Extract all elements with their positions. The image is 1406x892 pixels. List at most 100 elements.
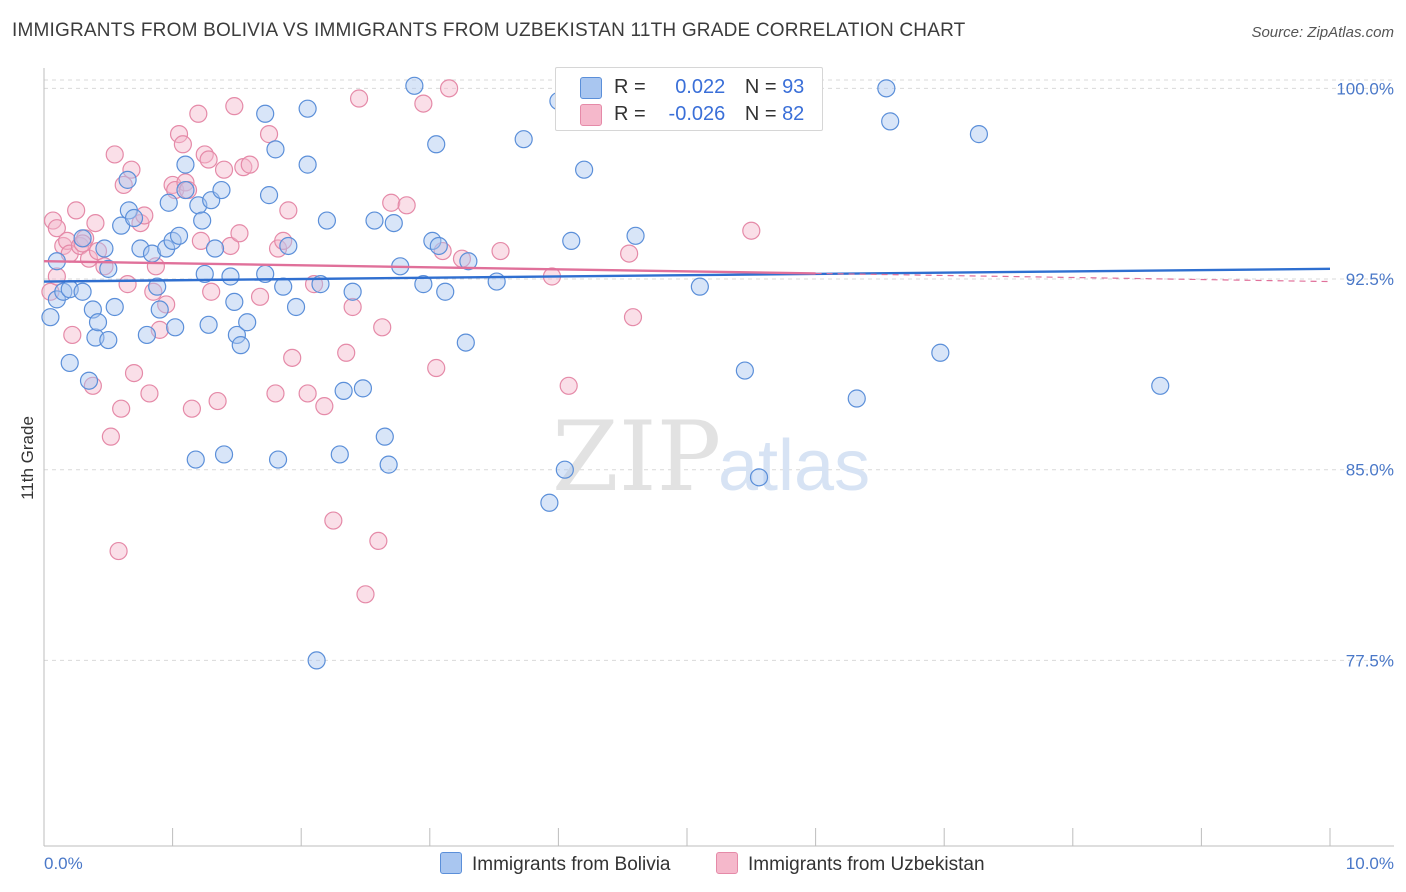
bolivia-point	[99, 330, 118, 350]
bolivia-point	[456, 333, 475, 352]
uzbekistan-point	[105, 145, 124, 164]
bolivia-point	[225, 292, 244, 312]
uzbekistan-point	[199, 150, 218, 169]
bolivia-point	[124, 208, 144, 228]
uzbekistan-point	[208, 391, 227, 411]
uzbekistan-point	[124, 363, 144, 383]
bolivia-point	[317, 211, 337, 230]
uzbekistan-point	[118, 275, 137, 294]
bolivia-point	[137, 325, 156, 345]
uzbekistan-point	[191, 231, 210, 250]
uzbekistan-point	[491, 241, 510, 261]
bolivia-point	[166, 318, 185, 337]
bolivia-point	[414, 275, 433, 294]
x-tick-marks	[43, 828, 1331, 846]
uzbekistan-point	[230, 224, 249, 243]
y-tick-label: 85.0%	[1346, 461, 1394, 480]
uzbekistan-point	[266, 384, 285, 403]
bolivia-point	[79, 371, 99, 390]
uzbekistan-point	[221, 236, 240, 256]
uzbekistan-point	[63, 325, 82, 345]
bolivia-point	[384, 213, 403, 233]
bolivia-point	[227, 325, 246, 345]
uzbekistan-point	[189, 104, 208, 123]
bolivia-point	[73, 229, 92, 248]
bottom-bolivia-swatch	[440, 852, 462, 874]
uzbekistan-point	[620, 244, 639, 263]
legend-uzbekistan-text: R = -0.026 N = 82	[614, 103, 804, 126]
bolivia-r-value: 0.022	[675, 76, 726, 98]
uzbekistan-point	[240, 155, 259, 174]
bolivia-point	[195, 264, 214, 284]
bolivia-point	[159, 193, 178, 212]
bolivia-point	[212, 180, 231, 200]
uzbekistan-point	[427, 358, 446, 378]
y-tick-label: 77.5%	[1346, 651, 1394, 670]
bolivia-point	[626, 226, 645, 245]
uzbekistan-r-label: R =	[614, 103, 646, 125]
bolivia-point	[514, 130, 533, 149]
bolivia-point	[847, 389, 866, 408]
bolivia-point	[881, 112, 900, 131]
bolivia-point	[298, 99, 317, 118]
bolivia-point	[193, 211, 212, 230]
bolivia-point	[353, 379, 373, 398]
uzbekistan-points	[41, 79, 761, 604]
trend-lines	[43, 260, 1331, 283]
uzbekistan-point	[349, 89, 369, 108]
correlation-legend: R = 0.022 N = 93 R = -0.026 N = 82	[555, 67, 823, 131]
bolivia-point	[365, 211, 384, 230]
bolivia-point	[749, 468, 769, 487]
uzbekistan-point	[324, 511, 343, 530]
uzbekistan-point	[298, 384, 317, 403]
uzbekistan-r-value: -0.026	[668, 103, 726, 125]
uzbekistan-point	[373, 318, 392, 337]
y-tick-labels: 77.5% 85.0% 92.5% 100.0%	[1336, 79, 1394, 670]
bolivia-point	[176, 180, 195, 200]
uzbekistan-point	[73, 234, 92, 253]
uzbekistan-point	[337, 343, 356, 362]
bottom-bolivia-label: Immigrants from Bolivia	[472, 854, 671, 875]
bolivia-point	[238, 313, 257, 332]
bolivia-point	[690, 277, 709, 296]
uzbekistan-swatch	[580, 104, 602, 126]
uzbekistan-point	[182, 399, 201, 418]
watermark-atlas: atlas	[718, 426, 870, 506]
bolivia-point	[969, 125, 989, 144]
bolivia-point	[274, 277, 293, 296]
uzbekistan-point	[259, 125, 279, 144]
bolivia-point	[99, 259, 118, 278]
bolivia-point	[562, 231, 581, 250]
bolivia-point	[307, 651, 326, 670]
bolivia-point	[47, 290, 66, 309]
chart-title: IMMIGRANTS FROM BOLIVIA VS IMMIGRANTS FR…	[12, 20, 966, 41]
bolivia-point	[150, 300, 169, 319]
x-tick-label-max: 10.0%	[1346, 854, 1394, 873]
bolivia-point	[95, 239, 114, 258]
bolivia-point	[459, 252, 478, 271]
bolivia-point	[221, 267, 240, 286]
bolivia-point	[131, 239, 150, 258]
bolivia-point	[555, 460, 574, 479]
uzbekistan-point	[343, 297, 362, 317]
bolivia-point	[169, 226, 189, 245]
bolivia-point	[1151, 376, 1170, 395]
uzbekistan-point	[742, 221, 761, 240]
uzbekistan-trend-line	[43, 260, 816, 275]
bottom-uzbekistan-swatch	[716, 852, 738, 874]
bolivia-trend-line	[43, 267, 1331, 283]
uzbekistan-point	[47, 219, 66, 238]
bolivia-point	[186, 450, 205, 469]
bolivia-point	[286, 297, 306, 317]
uzbekistan-point	[67, 201, 86, 220]
bolivia-point	[540, 493, 559, 512]
x-tick-label-min: 0.0%	[44, 854, 83, 873]
bolivia-point	[256, 104, 275, 123]
bolivia-point	[205, 239, 225, 258]
y-tick-label: 100.0%	[1336, 79, 1394, 98]
bolivia-point	[931, 343, 950, 362]
bolivia-points	[41, 76, 1170, 670]
uzbekistan-point	[86, 213, 105, 233]
uzbekistan-point	[140, 384, 159, 403]
uzbekistan-point	[397, 196, 416, 215]
